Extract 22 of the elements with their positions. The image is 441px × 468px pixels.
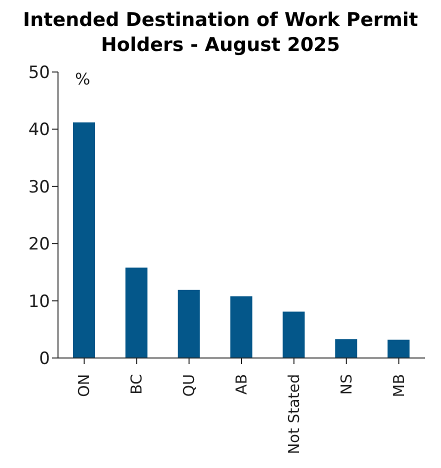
x-tick-label: BC bbox=[128, 374, 146, 395]
x-tick-label: MB bbox=[390, 374, 408, 398]
y-tick-label: 10 bbox=[28, 292, 50, 312]
x-tick-label: NS bbox=[337, 374, 356, 395]
x-tick-label: ON bbox=[75, 374, 94, 398]
y-axis-title: % bbox=[75, 69, 90, 88]
y-tick-label: 40 bbox=[28, 120, 50, 140]
x-tick-label: Not Stated bbox=[284, 374, 303, 454]
x-tick-label: AB bbox=[232, 374, 250, 395]
y-tick-label: 50 bbox=[28, 63, 50, 84]
bar bbox=[388, 340, 410, 358]
y-tick-label: 20 bbox=[28, 234, 50, 255]
y-tick-label: 30 bbox=[28, 177, 50, 198]
bar bbox=[230, 296, 252, 358]
bar bbox=[125, 268, 148, 358]
x-tick-label: QU bbox=[180, 374, 198, 397]
bar bbox=[73, 122, 95, 358]
bar bbox=[335, 339, 358, 358]
chart-title: Intended Destination of Work Permit Holders - August 2025 bbox=[22, 8, 419, 58]
bar bbox=[282, 312, 305, 358]
y-tick-label: 0 bbox=[39, 349, 50, 370]
bar bbox=[178, 290, 200, 358]
